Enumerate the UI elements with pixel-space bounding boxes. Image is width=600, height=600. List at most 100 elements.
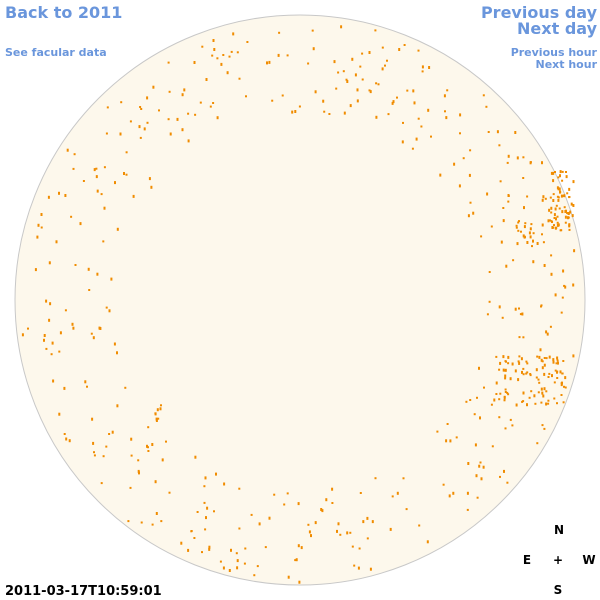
- facula: [209, 105, 212, 108]
- facula: [542, 195, 545, 199]
- facula: [212, 102, 215, 104]
- facula: [553, 397, 556, 400]
- facula: [64, 309, 67, 312]
- facula: [564, 221, 567, 224]
- facula: [522, 177, 525, 179]
- facula: [343, 111, 346, 115]
- facula: [503, 395, 506, 398]
- facula: [532, 232, 535, 235]
- facula: [449, 439, 452, 443]
- facula: [286, 54, 289, 57]
- facula: [215, 472, 217, 476]
- facula: [155, 512, 158, 515]
- facula: [480, 477, 483, 481]
- facula: [401, 140, 404, 144]
- facula: [522, 400, 525, 403]
- facula: [548, 372, 551, 375]
- facula: [538, 355, 541, 359]
- facula: [565, 171, 567, 173]
- back-link[interactable]: Back to 2011: [5, 3, 122, 22]
- facula: [342, 70, 345, 73]
- facula: [530, 223, 533, 226]
- facula: [50, 353, 53, 356]
- next-hour-link[interactable]: Next hour: [536, 58, 598, 71]
- facula: [311, 29, 314, 32]
- facula: [476, 396, 478, 399]
- facula: [563, 206, 566, 209]
- previous-hour-link[interactable]: Previous hour: [511, 46, 598, 59]
- facula: [560, 382, 563, 384]
- facula: [522, 156, 525, 159]
- facula: [238, 527, 241, 530]
- facula: [212, 39, 215, 42]
- facula: [125, 173, 128, 176]
- facula: [491, 445, 494, 448]
- facula: [559, 174, 561, 178]
- facula: [283, 503, 286, 506]
- facula: [230, 548, 232, 552]
- facula: [91, 417, 94, 421]
- facula: [556, 359, 559, 362]
- facula: [556, 215, 559, 218]
- facula: [55, 240, 58, 244]
- facula: [518, 355, 521, 358]
- facula: [295, 558, 298, 562]
- previous-day-link[interactable]: Previous day: [481, 3, 598, 22]
- facula: [138, 125, 141, 129]
- facula: [538, 381, 541, 384]
- facula: [52, 379, 55, 383]
- facula: [73, 153, 76, 156]
- facula: [554, 369, 557, 372]
- facula: [392, 100, 395, 104]
- facula: [194, 455, 197, 459]
- facular-link[interactable]: See facular data: [5, 46, 107, 59]
- facula: [116, 404, 119, 408]
- facula: [562, 269, 565, 273]
- next-day-link[interactable]: Next day: [517, 19, 598, 38]
- facula: [371, 520, 374, 524]
- facula: [321, 509, 324, 513]
- facula: [459, 132, 461, 135]
- facula: [523, 206, 525, 210]
- facula: [167, 118, 170, 121]
- facula: [181, 128, 184, 132]
- facula: [547, 376, 550, 378]
- facula: [129, 486, 132, 489]
- facula: [314, 521, 317, 525]
- facula: [63, 386, 66, 390]
- facula: [532, 260, 535, 264]
- facula: [548, 208, 551, 212]
- facula: [140, 108, 143, 110]
- facula: [411, 147, 414, 150]
- facula: [412, 89, 415, 93]
- facula: [560, 194, 563, 198]
- facula: [95, 167, 98, 170]
- facula: [105, 132, 108, 135]
- facula: [92, 336, 95, 340]
- facula: [564, 386, 567, 389]
- facula: [541, 424, 544, 427]
- facula: [349, 104, 352, 108]
- facula: [517, 378, 520, 382]
- facula: [515, 226, 518, 229]
- facula: [474, 443, 477, 447]
- facula: [111, 430, 114, 434]
- facula: [515, 224, 518, 227]
- facula: [466, 491, 469, 495]
- facula: [165, 440, 167, 443]
- facula: [108, 433, 111, 435]
- facula: [573, 249, 576, 253]
- facula: [498, 416, 501, 419]
- facula: [277, 53, 280, 57]
- facula: [476, 496, 479, 499]
- facula: [545, 357, 548, 360]
- facula: [543, 363, 546, 367]
- facula: [500, 240, 503, 244]
- facula: [204, 528, 207, 531]
- facula: [340, 25, 343, 29]
- facula: [526, 195, 529, 198]
- facula: [308, 530, 311, 534]
- facula: [559, 370, 562, 374]
- facula: [82, 180, 85, 182]
- facula: [203, 485, 206, 488]
